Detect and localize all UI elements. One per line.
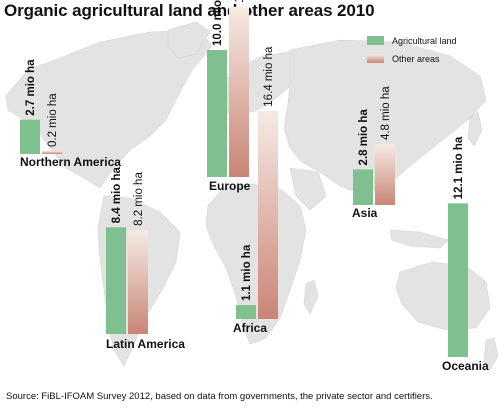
bar-agricultural-northern-america [20, 119, 40, 154]
label-other-europe: 13.4 mio ha [234, 0, 246, 3]
label-agricultural-oceania: 12.1 mio ha [453, 136, 465, 199]
bar-agricultural-latin-america [106, 227, 126, 334]
legend-label-agricultural-land: Agricultural land [392, 36, 457, 46]
continent-north-america [5, 29, 213, 189]
bar-agricultural-asia [353, 169, 373, 205]
bar-agricultural-oceania [448, 203, 468, 357]
region-name-africa: Africa [233, 321, 267, 335]
label-agricultural-europe: 10.0 mio ha [212, 0, 224, 46]
label-other-latin-america: 8.2 mio ha [133, 172, 145, 226]
label-other-africa: 16.4 mio ha [263, 46, 275, 107]
label-other-northern-america: 0.2 mio ha [47, 93, 59, 147]
bar-other-latin-america [128, 229, 148, 334]
continent-asia [283, 39, 487, 195]
continent-africa [205, 183, 307, 345]
label-agricultural-africa: 1.1 mio ha [241, 244, 253, 301]
region-name-oceania: Oceania [442, 359, 489, 373]
continent-japan [467, 111, 483, 147]
legend-swatch-agricultural-land [367, 36, 384, 45]
labels: 2.7 mio ha 0.2 mio ha Northern America8.4 … [20, 0, 489, 373]
label-agricultural-northern-america: 2.7 mio ha [25, 59, 37, 116]
legend-swatch-other-areas [367, 54, 384, 63]
continent-madagascar [303, 279, 319, 315]
source-note: Source: FiBL-IFOAM Survey 2012, based on… [6, 391, 433, 402]
legend-label-other-areas: Other areas [392, 54, 440, 64]
continent-arabia [289, 167, 327, 211]
bar-agricultural-europe [207, 50, 227, 177]
chart-legend: Agricultural land Other areas [367, 36, 457, 64]
continent-new-zealand [483, 337, 499, 371]
bar-other-europe [229, 6, 249, 177]
world-map [5, 21, 499, 371]
chart-title: Organic agricultural land and other area… [4, 1, 375, 20]
label-other-asia: 4.8 mio ha [380, 86, 392, 140]
region-name-asia: Asia [352, 206, 378, 220]
bar-other-asia [375, 144, 395, 205]
region-name-europe: Europe [209, 179, 251, 193]
region-name-northern-america: Northern America [20, 155, 121, 169]
continent-indonesia [389, 229, 449, 249]
bar-other-africa [258, 110, 278, 319]
bar-agricultural-africa [236, 305, 256, 319]
continent-australia [395, 261, 491, 331]
bar-other-northern-america [42, 151, 62, 154]
label-agricultural-asia: 2.8 mio ha [358, 109, 370, 166]
label-agricultural-latin-america: 8.4 mio ha [111, 166, 123, 223]
continent-greenland [167, 21, 211, 59]
region-name-latin-america: Latin America [106, 337, 185, 351]
bars [20, 6, 468, 357]
